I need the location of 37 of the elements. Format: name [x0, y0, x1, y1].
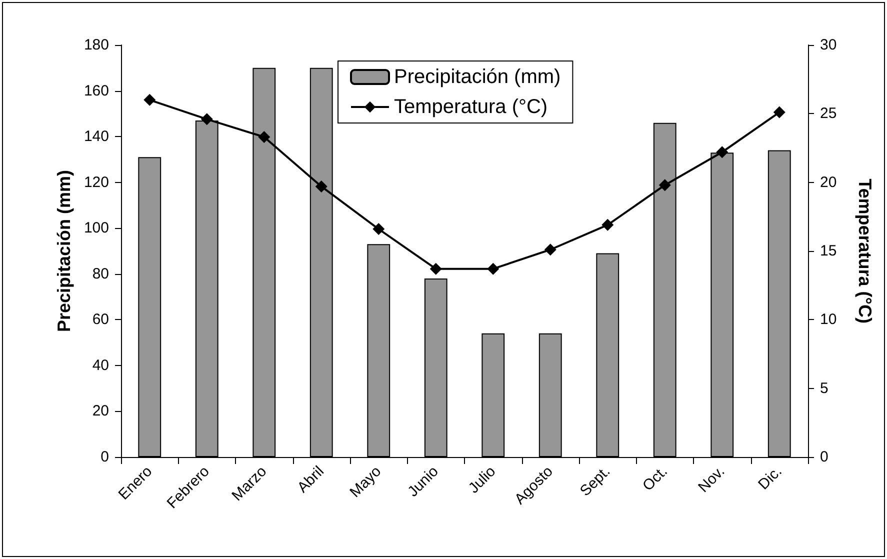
y2-axis-title: Temperatura (°C)	[855, 178, 875, 324]
y-tick-label: 80	[92, 265, 109, 282]
legend-label: Temperatura (°C)	[394, 96, 548, 118]
point	[258, 131, 270, 144]
y-tick-label: 40	[92, 356, 109, 374]
point	[372, 223, 385, 236]
y-tick-label: 0	[100, 448, 109, 466]
y-tick-label: 20	[92, 402, 109, 420]
y-tick-label: 140	[84, 128, 109, 146]
y-tick-label: 120	[84, 174, 109, 191]
point	[200, 113, 213, 126]
y-tick-label: 160	[84, 82, 109, 100]
y2-tick-label: 10	[820, 311, 837, 328]
y-axis-title: Precipitación (mm)	[54, 170, 74, 332]
x-tick-label: Dic.	[755, 462, 786, 494]
point	[430, 262, 442, 275]
point	[544, 244, 556, 256]
y2-tick-label: 30	[820, 36, 837, 54]
y-tick-label: 180	[84, 36, 109, 54]
legend-label: Precipitación (mm)	[394, 66, 561, 88]
y2-tick-label: 0	[820, 448, 828, 466]
point	[773, 106, 786, 118]
y-tick-label: 60	[92, 311, 109, 328]
point	[487, 262, 500, 275]
x-tick-label: Julio	[465, 462, 500, 497]
point	[716, 146, 728, 158]
y2-tick-label: 5	[820, 380, 828, 397]
point	[602, 218, 614, 231]
y-tick-label: 100	[84, 220, 109, 237]
x-tick-label: Nov.	[695, 462, 728, 496]
point	[144, 94, 156, 106]
y2-tick-label: 20	[820, 174, 837, 191]
point	[315, 180, 328, 192]
y2-tick-label: 15	[820, 242, 837, 260]
point	[658, 179, 671, 192]
x-tick-label: Oct.	[639, 462, 671, 494]
y2-tick-label: 25	[820, 105, 837, 122]
